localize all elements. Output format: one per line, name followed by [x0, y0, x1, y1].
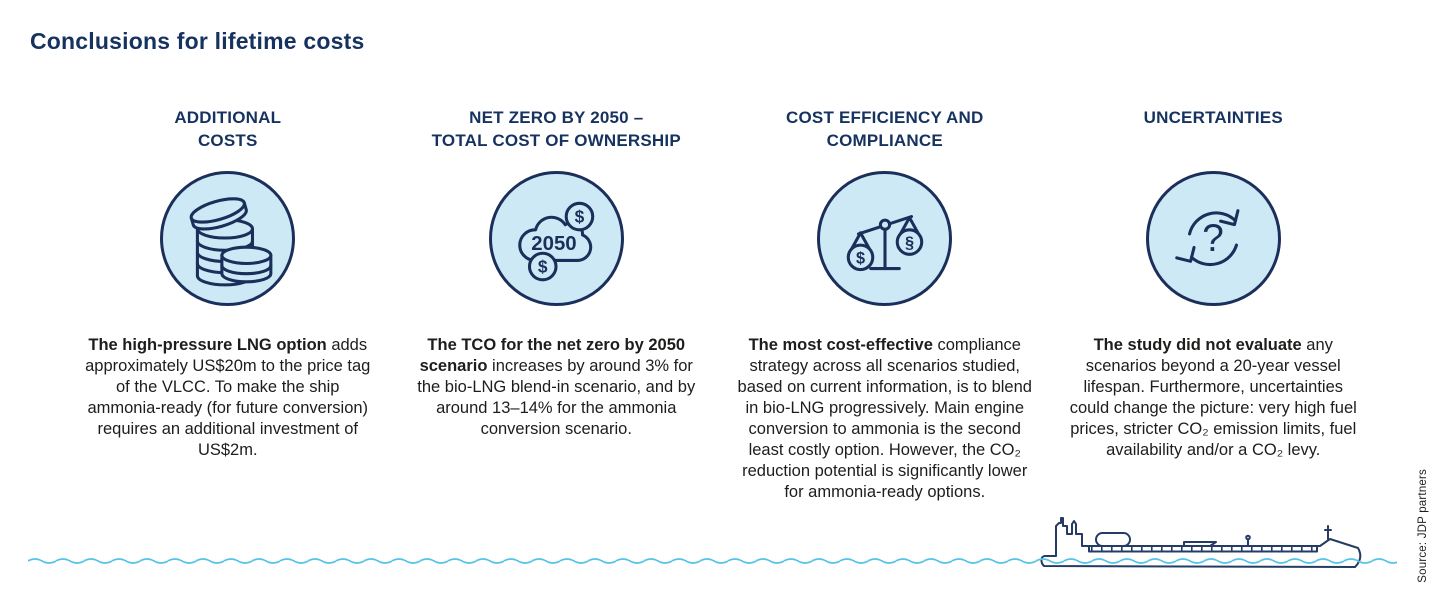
column-heading: UNCERTAINTIES	[1143, 108, 1283, 127]
column-text-bold: The most cost-effective	[748, 336, 933, 354]
page-title: Conclusions for lifetime costs	[30, 28, 365, 54]
dollar-coin-bottom	[528, 251, 558, 281]
column-text-rest: compliance strategy across all scenarios…	[737, 336, 1032, 501]
coins-stack-graphic	[189, 196, 273, 286]
column-text-bold: The high-pressure LNG option	[88, 336, 327, 354]
dollar-glyph: $	[538, 256, 548, 276]
column-heading: NET ZERO BY 2050 – TOTAL COST OF OWNERSH…	[431, 108, 681, 150]
column-text: The high-pressure LNG option adds approx…	[80, 335, 376, 461]
cloud-2050-graphic: 2050 $ $	[518, 201, 595, 281]
column-text-rest: increases by around 3% for the bio-LNG b…	[417, 357, 696, 438]
column-uncertainties: UNCERTAINTIES ? The study did not evalua…	[1066, 106, 1362, 503]
column-heading: COST EFFICIENCY AND COMPLIANCE	[786, 108, 984, 150]
cloud-year-label: 2050	[532, 233, 577, 255]
question-mark-glyph: ?	[1202, 217, 1224, 260]
section-sign-glyph: §	[905, 234, 914, 252]
cloud-2050-dollar-icon: 2050 $ $	[488, 171, 624, 306]
dollar-coin-top	[564, 201, 595, 231]
balance-scale-icon: $ §	[817, 171, 953, 306]
column-text-rest: any scenarios beyond a 20-year vessel li…	[1069, 336, 1357, 459]
column-net-zero-tco: NET ZERO BY 2050 – TOTAL COST OF OWNERSH…	[409, 106, 705, 503]
column-text: The study did not evaluate any scenarios…	[1066, 335, 1362, 461]
source-note: Source: JDP partners	[1417, 469, 1429, 583]
column-text-bold: The study did not evaluate	[1093, 336, 1302, 354]
tanker-ship-icon	[1040, 517, 1362, 568]
column-additional-costs: ADDITIONAL COSTS	[80, 106, 376, 503]
dollar-glyph: $	[856, 249, 865, 267]
columns-row: ADDITIONAL COSTS	[80, 106, 1361, 503]
refresh-question-icon: ?	[1145, 171, 1281, 306]
column-text-rest: adds approximately US$20m to the price t…	[85, 336, 371, 459]
waterline-wave	[28, 555, 1397, 567]
column-text-bold: The TCO for the net zero by 2050 scenari…	[419, 336, 686, 375]
column-text: The TCO for the net zero by 2050 scenari…	[409, 335, 705, 440]
dollar-glyph: $	[575, 206, 585, 226]
coins-stack-icon	[160, 171, 296, 306]
column-cost-efficiency: COST EFFICIENCY AND COMPLIANCE $ § The m…	[737, 106, 1033, 503]
column-text: The most cost-effective compliance strat…	[737, 335, 1033, 503]
balance-scale-graphic: $ §	[846, 214, 923, 271]
column-heading: ADDITIONAL COSTS	[174, 108, 282, 150]
refresh-question-graphic: ?	[1175, 208, 1240, 266]
